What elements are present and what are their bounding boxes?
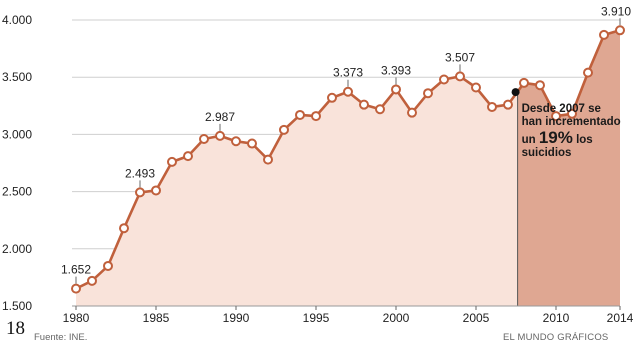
credit: EL MUNDO GRÁFICOS: [503, 332, 609, 343]
data-point: [503, 99, 513, 110]
annotation-prefix: un: [522, 134, 539, 146]
data-point: [487, 101, 497, 112]
y-tick-label: 2.000: [2, 242, 32, 256]
data-point: [135, 187, 145, 198]
data-point: [519, 77, 529, 88]
data-point: [87, 275, 97, 286]
y-tick-label: 3.000: [2, 127, 32, 141]
y-tick-label: 4.000: [2, 13, 32, 27]
data-point: [375, 104, 385, 115]
x-tick-label: 2000: [383, 311, 410, 325]
data-point: [103, 260, 113, 271]
data-point: [231, 136, 241, 147]
data-point: [119, 223, 129, 234]
x-tick-label: 1990: [223, 311, 250, 325]
annotation-line: [511, 88, 520, 306]
data-point: [423, 88, 433, 99]
annotation-line-1: Desde 2007 se: [522, 103, 601, 115]
data-point: [551, 111, 561, 122]
data-point: [151, 185, 161, 196]
x-axis-ticks: 1980 1985 1990 1995 2000 2005 2010 2014: [63, 305, 634, 325]
data-point: [167, 156, 177, 167]
data-label: 3.507: [445, 50, 475, 64]
x-tick-label: 1980: [63, 311, 90, 325]
data-point: [247, 138, 257, 149]
data-point: [71, 283, 81, 294]
annotation-line-4: suicidios: [522, 147, 572, 159]
data-labels: 1.652 2.493 2.987 3.373 3.393 3.507 3.910: [61, 4, 631, 284]
data-point: [311, 111, 321, 122]
data-point: [263, 154, 273, 165]
data-point: [327, 92, 337, 103]
page-number: 18: [6, 318, 25, 339]
data-point: [295, 109, 305, 120]
highlight-area-path: [517, 30, 620, 307]
data-point: [391, 84, 401, 95]
y-tick-label: 2.500: [2, 185, 32, 199]
x-tick-label: 1985: [143, 311, 170, 325]
x-tick-label: 2014: [607, 311, 634, 325]
data-point: [343, 86, 353, 97]
data-point: [199, 133, 209, 144]
data-point: [215, 130, 225, 141]
y-tick-label: 1.500: [2, 299, 32, 313]
data-point: [183, 151, 193, 162]
data-point: [583, 67, 593, 78]
x-tick-label: 2005: [463, 311, 490, 325]
data-label: 3.910: [601, 4, 631, 18]
data-point: [599, 29, 609, 40]
data-label: 1.652: [61, 263, 91, 277]
data-point: [535, 80, 545, 91]
data-label: 2.987: [205, 110, 235, 124]
data-point: [439, 74, 449, 85]
annotation-line-2: han incrementado: [522, 116, 621, 128]
data-point: [615, 25, 625, 36]
annotation-suffix: los: [573, 134, 593, 146]
source-note: Fuente: INE.: [34, 332, 88, 343]
annotation-percent: 19%: [539, 128, 573, 147]
data-point: [407, 107, 417, 118]
highlight-area: [517, 30, 620, 307]
annotation-dot: [511, 88, 520, 97]
data-label: 2.493: [125, 166, 155, 180]
annotation-line-3: un 19% los: [522, 128, 593, 147]
data-label: 3.393: [381, 63, 411, 77]
data-label: 3.373: [333, 66, 363, 80]
data-point: [455, 71, 465, 82]
data-point: [567, 108, 577, 119]
markers: [71, 25, 625, 294]
x-tick-label: 1995: [303, 311, 330, 325]
x-tick-label: 2010: [543, 311, 570, 325]
y-tick-label: 3.500: [2, 70, 32, 84]
data-point: [359, 99, 369, 110]
data-point: [471, 82, 481, 93]
y-axis-ticks: 1.500 2.000 2.500 3.000 3.500 4.000: [2, 13, 32, 313]
data-point: [279, 124, 289, 135]
